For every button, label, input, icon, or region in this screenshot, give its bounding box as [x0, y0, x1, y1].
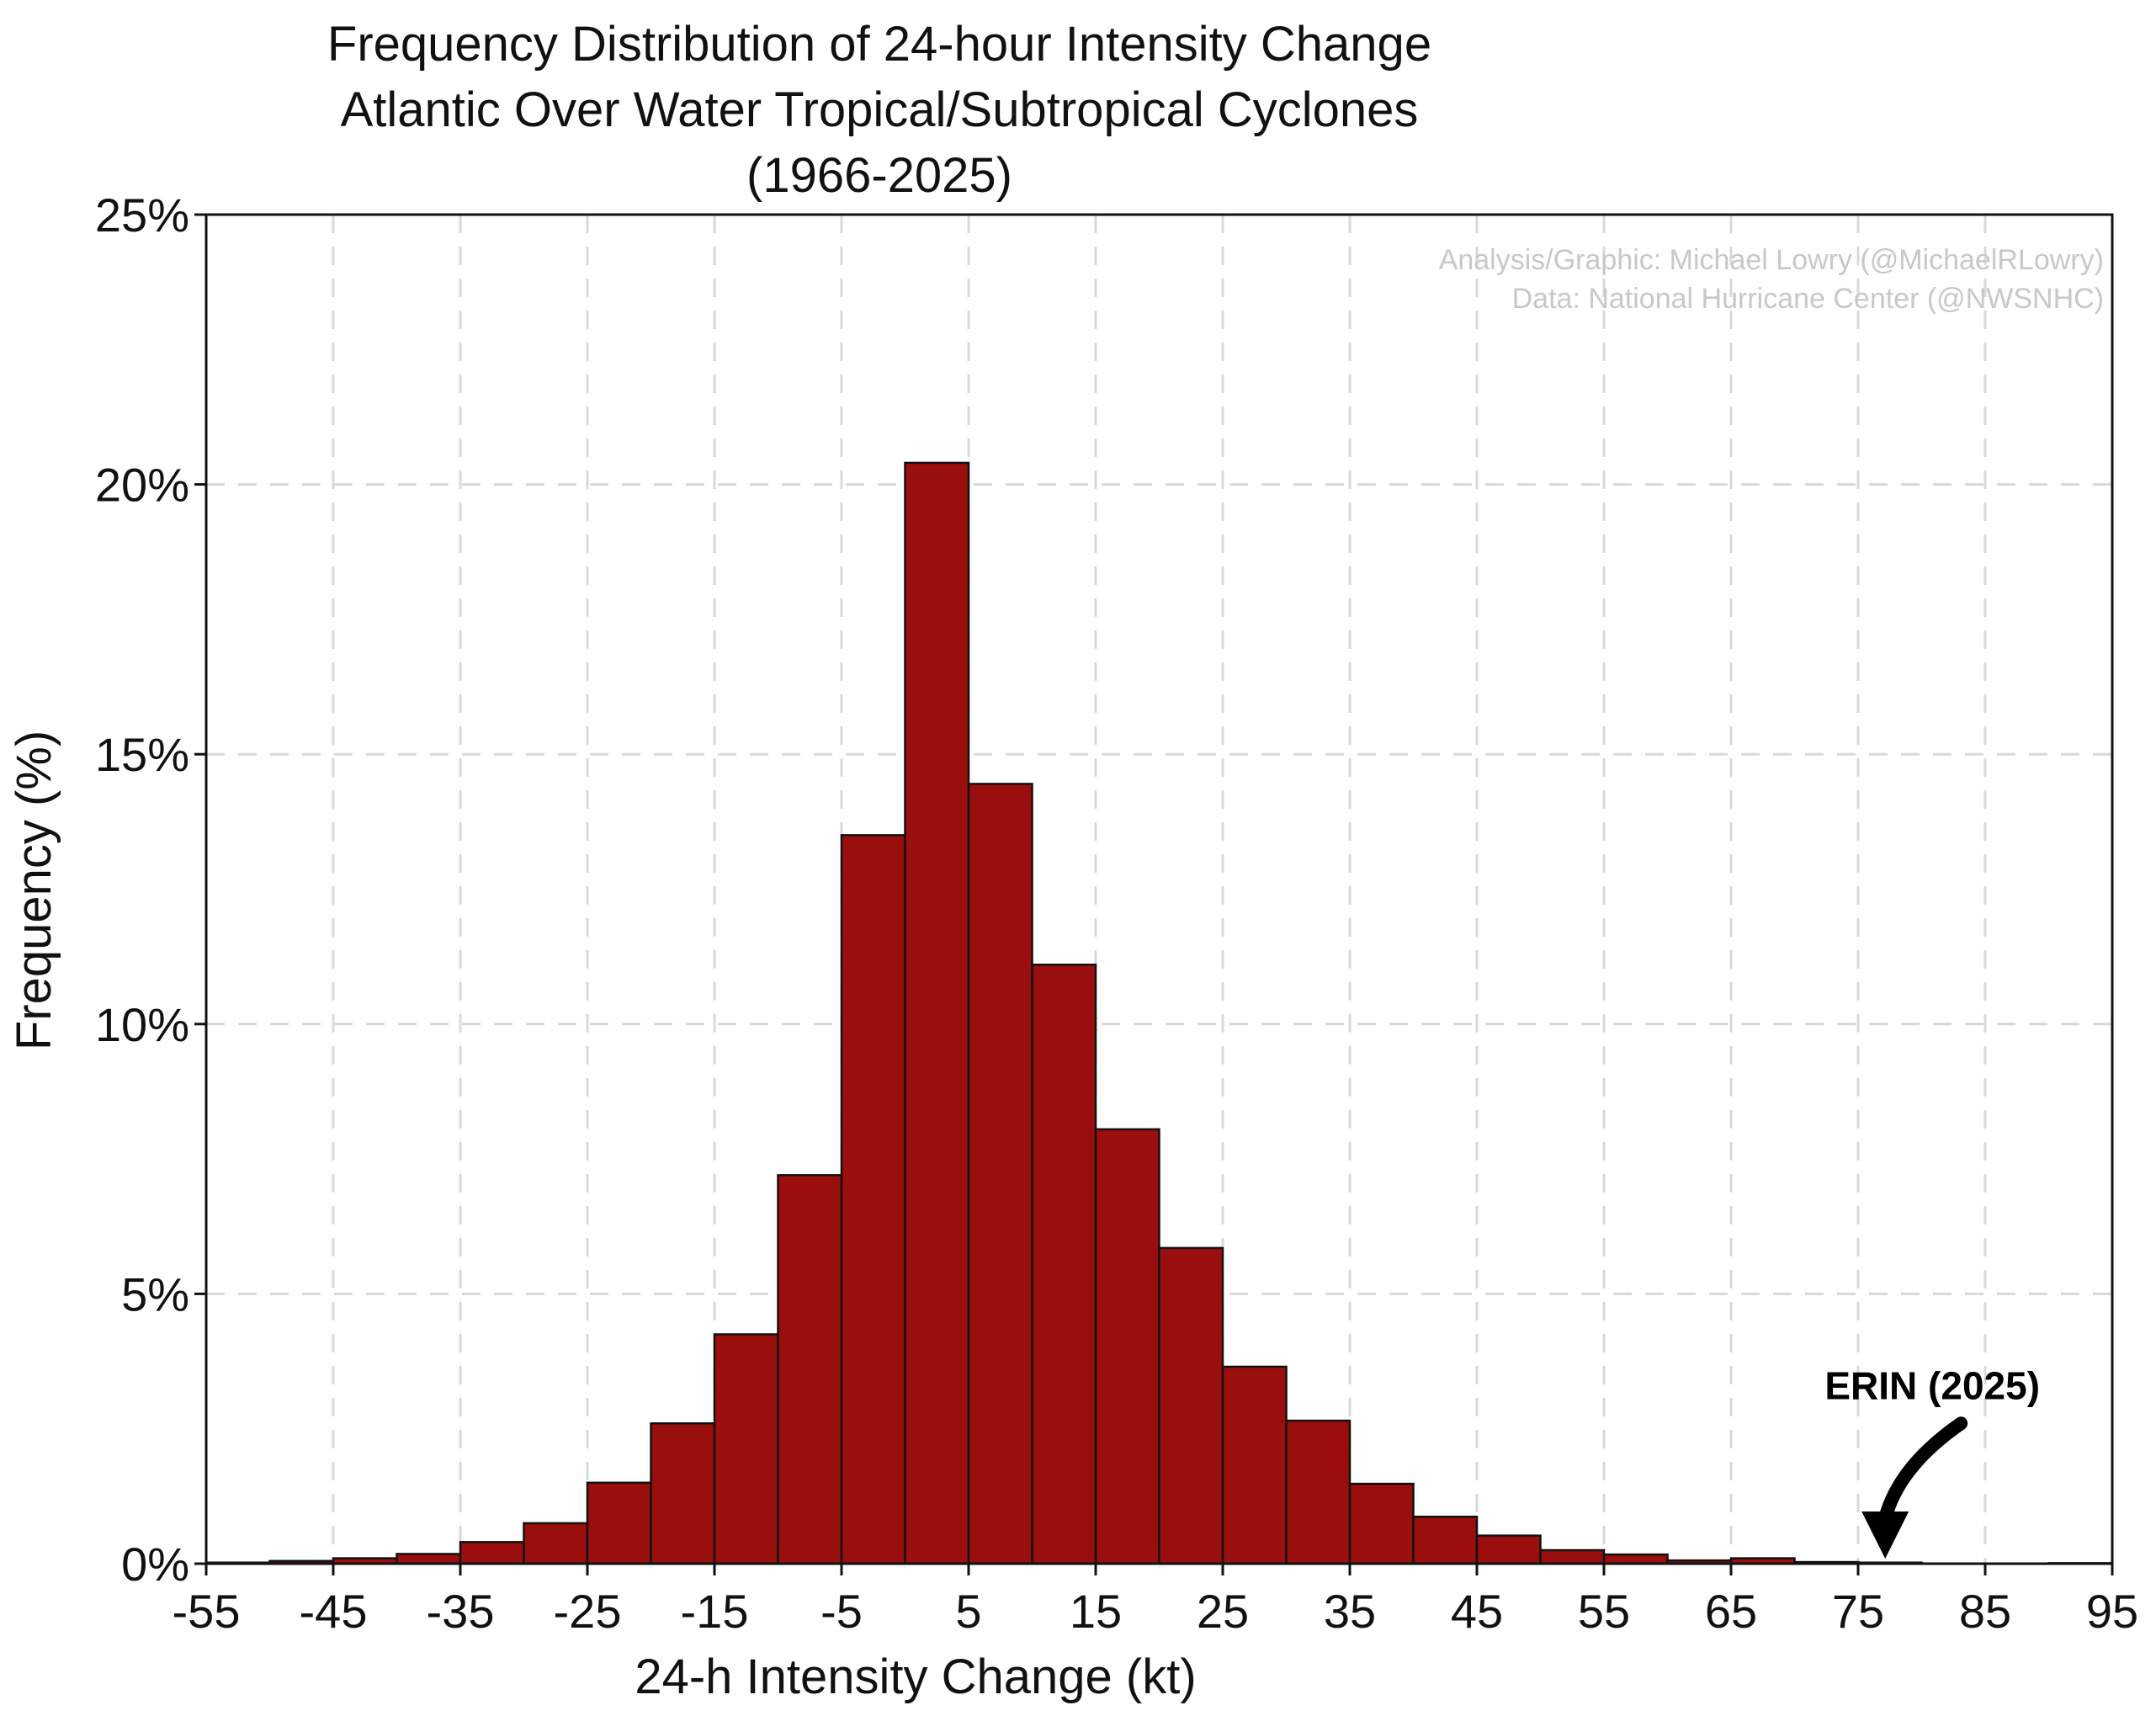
x-tick-label: 65 [1705, 1585, 1757, 1638]
x-tick-label: -5 [820, 1585, 863, 1638]
histogram-bar [1602, 1553, 1669, 1565]
erin-annotation-arrow [1878, 1416, 1968, 1525]
histogram-bar [1031, 964, 1097, 1565]
erin-annotation-label: ERIN (2025) [1824, 1363, 2040, 1407]
histogram-bar [586, 1481, 652, 1565]
histogram-bar [1412, 1515, 1479, 1565]
y-tick-label: 0% [121, 1538, 189, 1591]
credit-data: Data: National Hurricane Center (@NWSNHC… [1512, 283, 2104, 315]
y-axis-ticks: 0% 5% 10% 15% 20% 25% [95, 189, 206, 1591]
histogram-bar [840, 834, 906, 1565]
y-tick-label: 25% [95, 189, 189, 242]
credit-analysis: Analysis/Graphic: Michael Lowry (@Michae… [1439, 244, 2104, 276]
histogram-bar [1348, 1482, 1415, 1565]
x-tick-label: 75 [1832, 1585, 1884, 1638]
histogram-bar [1285, 1419, 1351, 1565]
x-tick-label: -15 [681, 1585, 749, 1638]
chart-title-line-2: Atlantic Over Water Tropical/Subtropical… [341, 82, 1419, 137]
histogram-bar [713, 1333, 779, 1565]
chart-title-line-3: (1966-2025) [746, 148, 1012, 203]
x-tick-label: -25 [554, 1585, 622, 1638]
histogram-bar [1094, 1128, 1160, 1565]
x-tick-label: -45 [300, 1585, 368, 1638]
y-tick-label: 5% [121, 1267, 189, 1320]
histogram-bar [1158, 1246, 1224, 1565]
histogram-bar [650, 1422, 716, 1565]
y-axis-label: Frequency (%) [7, 730, 61, 1050]
histogram-bars [204, 461, 2114, 1565]
x-tick-label: 5 [955, 1585, 981, 1638]
plot-frame [204, 213, 2114, 1565]
histogram-bar [396, 1553, 462, 1565]
x-tick-label: -55 [173, 1585, 241, 1638]
x-tick-label: 95 [2086, 1585, 2138, 1638]
histogram-bar [459, 1541, 525, 1565]
x-tick-label: -35 [427, 1585, 495, 1638]
histogram-bar [1221, 1365, 1288, 1565]
y-tick-label: 10% [95, 998, 189, 1051]
erin-annotation: ERIN (2025) [1824, 1363, 2040, 1559]
x-tick-label: 25 [1197, 1585, 1249, 1638]
x-tick-label: 45 [1451, 1585, 1503, 1638]
x-tick-label: 85 [1959, 1585, 2011, 1638]
histogram-bar [967, 783, 1033, 1565]
x-tick-label: 15 [1070, 1585, 1122, 1638]
x-axis-ticks: -55 -45 -35 -25 -15 -5 5 15 25 35 45 55 65 75 85 95 [173, 1564, 2138, 1638]
histogram-bar [1539, 1549, 1606, 1565]
y-tick-label: 20% [95, 459, 189, 512]
y-tick-label: 15% [95, 728, 189, 781]
histogram-bar [523, 1522, 589, 1565]
chart-title: Frequency Distribution of 24-hour Intens… [327, 17, 1431, 203]
histogram-bar [1475, 1534, 1542, 1565]
histogram-bar [777, 1174, 843, 1565]
histogram-bar [904, 461, 970, 1565]
x-axis-label: 24-h Intensity Change (kt) [635, 1650, 1196, 1704]
chart-title-line-1: Frequency Distribution of 24-hour Intens… [327, 17, 1431, 72]
x-tick-label: 35 [1324, 1585, 1376, 1638]
x-tick-label: 55 [1578, 1585, 1630, 1638]
erin-annotation-arrowhead [1861, 1511, 1909, 1559]
